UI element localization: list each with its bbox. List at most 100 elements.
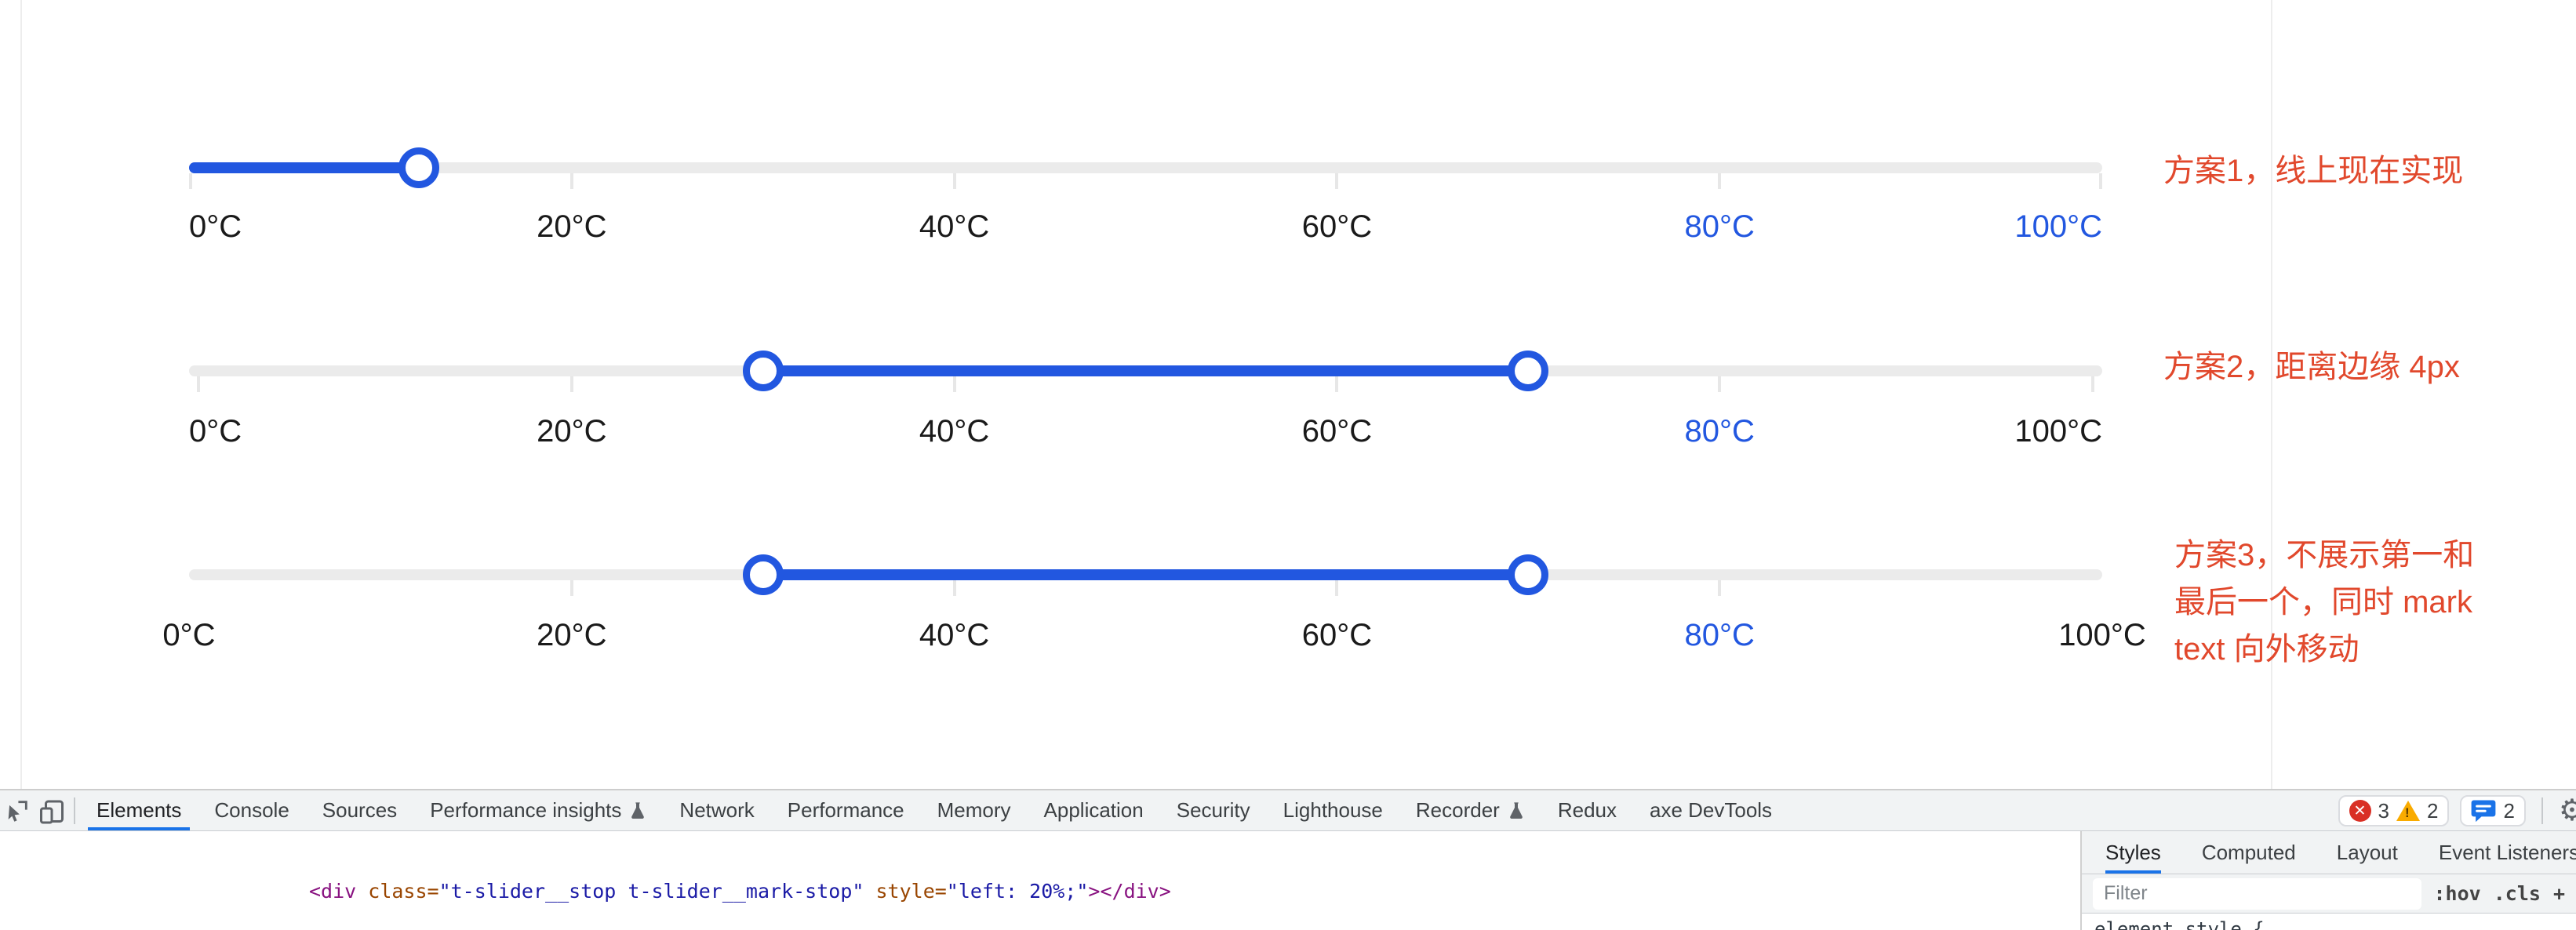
sidebar-tabs: Styles Computed Layout Event Listeners »	[2082, 831, 2576, 874]
slider-mark-stop	[2099, 173, 2102, 189]
slider-mark-label[interactable]: 100°C	[2014, 414, 2102, 449]
flask-icon	[1508, 801, 1525, 820]
slider-mark-label[interactable]: 80°C	[1684, 209, 1755, 244]
tab-console[interactable]: Console	[214, 798, 289, 822]
tab-elements[interactable]: Elements	[80, 790, 198, 830]
slider-mark-stop	[569, 580, 573, 596]
tab-sources[interactable]: Sources	[322, 798, 398, 822]
tab-event-listeners[interactable]: Event Listeners	[2438, 840, 2576, 864]
issues-badge[interactable]: ✕ 3 ! 2	[2338, 795, 2450, 826]
tab-computed[interactable]: Computed	[2201, 840, 2296, 864]
slider-mark-label[interactable]: 100°C	[2058, 618, 2146, 652]
elements-tree[interactable]: <div class="t-slider__stop t-slider__mar…	[0, 826, 2080, 930]
slider-track-2[interactable]	[189, 351, 2102, 392]
filter-input[interactable]: Filter	[2093, 877, 2421, 910]
slider-mark-stop	[197, 376, 200, 392]
tab-network[interactable]: Network	[679, 798, 755, 822]
message-count: 2	[2503, 798, 2515, 823]
tab-performance-insights[interactable]: Performance insights	[413, 790, 663, 830]
slider-handle-right[interactable]	[1508, 554, 1549, 595]
slider-mark-labels-2: 0°C 20°C 40°C 60°C 80°C 100°C	[189, 413, 2102, 449]
slider-mark-labels-3: 0°C 20°C 40°C 60°C 80°C 100°C	[162, 617, 2145, 653]
tab-memory[interactable]: Memory	[937, 798, 1011, 822]
error-count: 3	[2378, 798, 2389, 823]
slider-mark-label[interactable]: 60°C	[1301, 414, 1373, 449]
devtools-toolbar-right: ✕ 3 ! 2 2 ⚙	[2338, 790, 2576, 831]
slider-mark-stop	[189, 173, 192, 189]
class-toggle-button[interactable]: .cls	[2493, 882, 2541, 905]
toolbar-separator	[74, 797, 75, 824]
annotation-plan-1: 方案1，线上现在实现	[2163, 154, 2464, 188]
slider-mark-stop	[952, 173, 956, 189]
slider-handle[interactable]	[398, 147, 439, 188]
tab-recorder[interactable]: Recorder	[1399, 790, 1541, 830]
slider-mark-stop	[952, 580, 956, 596]
slider-mark-label[interactable]: 0°C	[162, 618, 216, 652]
slider-mark-label[interactable]: 20°C	[537, 618, 607, 652]
content-right-border	[2271, 0, 2272, 789]
error-icon: ✕	[2349, 800, 2371, 822]
slider-mark-stop	[569, 173, 573, 189]
tab-application[interactable]: Application	[1043, 798, 1144, 822]
slider-handle-left[interactable]	[742, 554, 784, 595]
slider-mark-label[interactable]: 20°C	[537, 414, 607, 449]
settings-gear-icon[interactable]: ⚙	[2559, 796, 2576, 826]
tab-performance[interactable]: Performance	[787, 798, 904, 822]
content-left-border	[20, 0, 22, 789]
devtools-panel: Elements Console Sources Performance ins…	[0, 789, 2576, 930]
slider-mark-stop	[1335, 173, 1339, 189]
tab-lighthouse[interactable]: Lighthouse	[1283, 798, 1383, 822]
slider-mark-label[interactable]: 60°C	[1301, 618, 1373, 652]
device-toolbar-icon[interactable]	[35, 794, 69, 828]
warning-icon: !	[2396, 801, 2420, 821]
toolbar-separator	[2541, 797, 2543, 824]
slider-mark-label[interactable]: 80°C	[1684, 414, 1755, 449]
slider-mark-stop	[1335, 580, 1339, 596]
slider-mark-label[interactable]: 0°C	[189, 209, 242, 244]
slider-mark-label[interactable]: 40°C	[919, 618, 990, 652]
element-style-rule[interactable]: element.style {	[2094, 918, 2265, 930]
code-line[interactable]: <div class="t-slider__stop t-slider__mar…	[309, 880, 1171, 903]
slider-mark-stop	[1718, 376, 1722, 392]
slider-fill	[762, 569, 1529, 580]
slider-mark-label[interactable]: 0°C	[189, 414, 242, 449]
slider-mark-label[interactable]: 100°C	[2014, 209, 2102, 244]
devtools-body: <div class="t-slider__stop t-slider__mar…	[0, 831, 2576, 930]
slider-fill	[762, 365, 1529, 376]
slider-fill	[189, 162, 419, 173]
tab-axe-devtools[interactable]: axe DevTools	[1649, 798, 1773, 822]
slider-mark-stop	[1335, 376, 1339, 392]
tab-styles[interactable]: Styles	[2105, 831, 2161, 874]
slider-handle-left[interactable]	[742, 351, 784, 391]
slider-handle-right[interactable]	[1508, 351, 1549, 391]
hover-state-button[interactable]: :hov	[2433, 882, 2481, 905]
slider-track-1[interactable]	[189, 147, 2102, 189]
slider-mark-labels-1: 0°C 20°C 40°C 60°C 80°C 100°C	[189, 209, 2102, 245]
message-icon	[2471, 799, 2496, 823]
tab-layout[interactable]: Layout	[2336, 840, 2398, 864]
slider-mark-label[interactable]: 20°C	[537, 209, 607, 244]
devtools-tabs: Elements Console Sources Performance ins…	[80, 790, 1788, 830]
inspect-element-icon[interactable]	[0, 794, 35, 828]
slider-mark-stop	[569, 376, 573, 392]
annotation-plan-2: 方案2，距离边缘 4px	[2163, 350, 2460, 384]
slider-mark-label[interactable]: 40°C	[919, 414, 990, 449]
slider-mark-stop	[2091, 376, 2094, 392]
slider-mark-stop	[1718, 173, 1722, 189]
slider-mark-label[interactable]: 60°C	[1301, 209, 1373, 244]
slider-mark-label[interactable]: 40°C	[919, 209, 990, 244]
slider-mark-label[interactable]: 80°C	[1684, 618, 1755, 652]
warning-count: 2	[2426, 798, 2439, 823]
flask-icon	[629, 801, 646, 820]
devtools-toolbar: Elements Console Sources Performance ins…	[0, 790, 2576, 831]
styles-sidebar: Styles Computed Layout Event Listeners »…	[2080, 831, 2576, 930]
new-style-rule-button[interactable]: +	[2552, 882, 2565, 905]
messages-badge[interactable]: 2	[2460, 795, 2526, 826]
slider-mark-stop	[952, 376, 956, 392]
slider-track-3[interactable]	[189, 554, 2102, 596]
styles-filter-row: Filter :hov .cls +	[2082, 874, 2576, 914]
annotation-plan-3: 方案3，不展示第一和 最后一个，同时 mark text 向外移动	[2174, 538, 2475, 667]
tab-security[interactable]: Security	[1176, 798, 1250, 822]
tab-redux[interactable]: Redux	[1557, 798, 1617, 822]
